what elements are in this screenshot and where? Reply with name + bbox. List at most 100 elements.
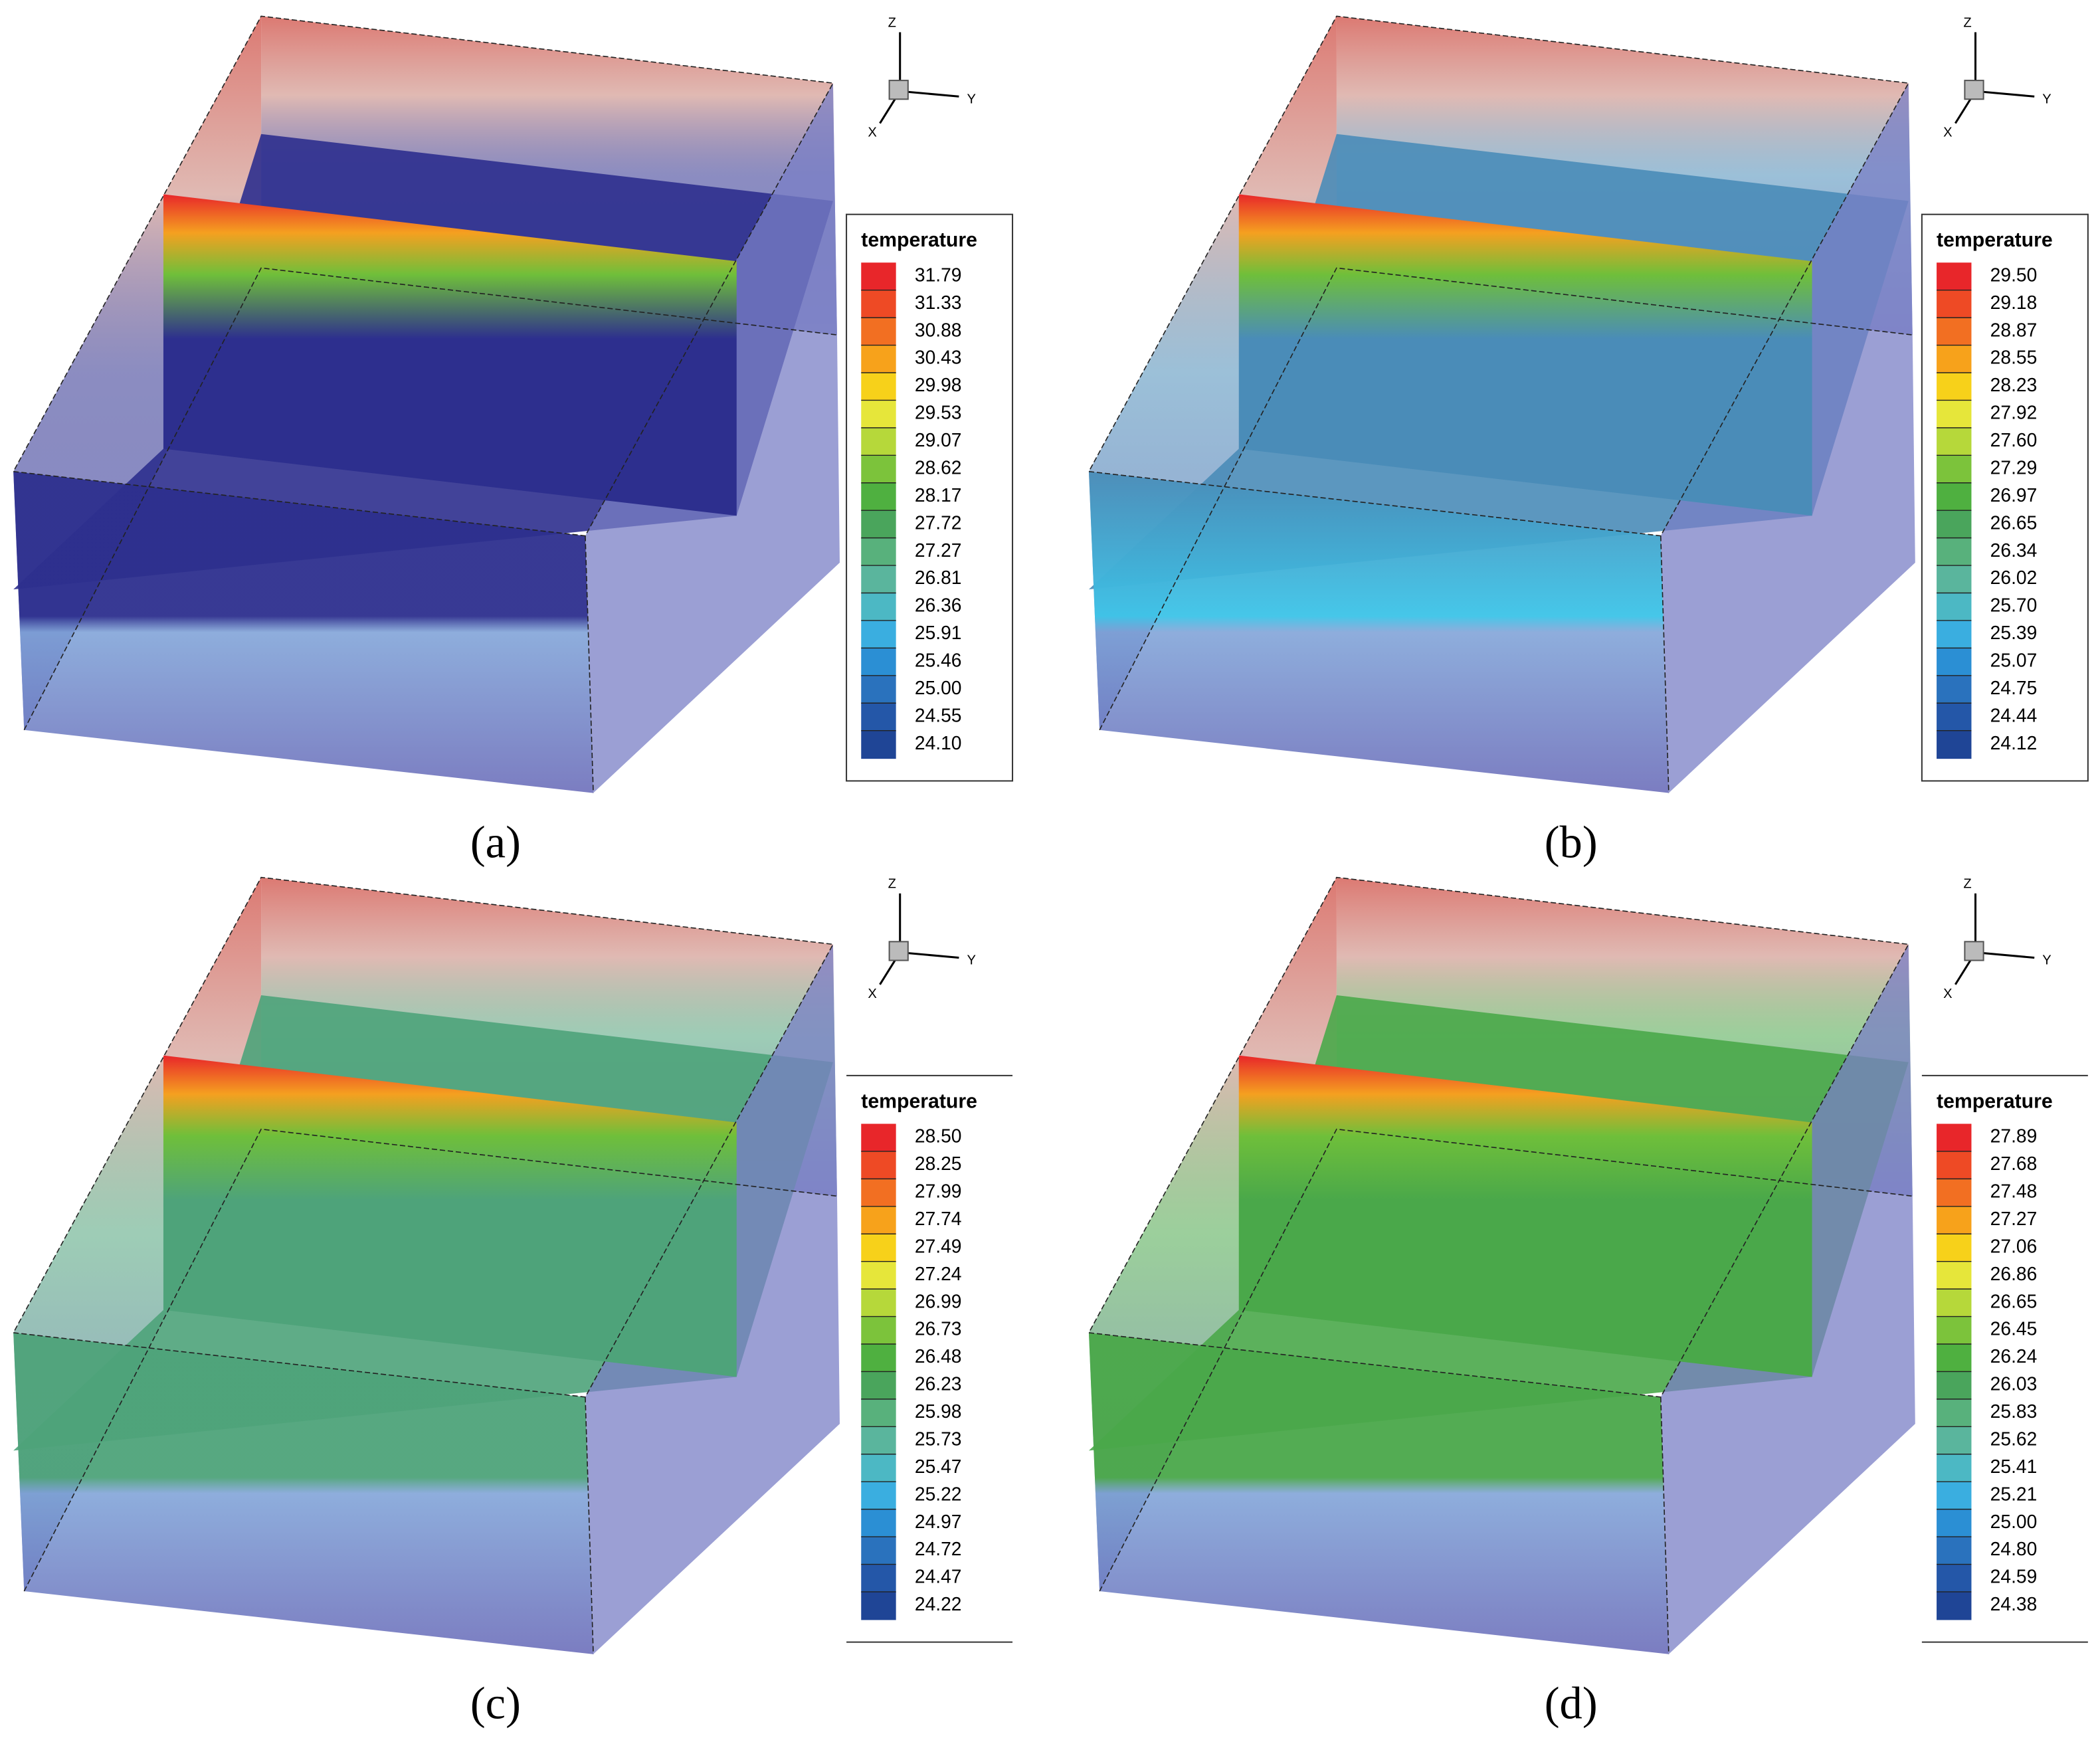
axis-label: Z [888, 877, 896, 892]
legend-level: 25.22 [915, 1483, 962, 1504]
color-swatch [861, 1399, 896, 1428]
color-swatch [1937, 1537, 1972, 1565]
color-swatch [1937, 1371, 1972, 1400]
color-swatch [861, 565, 896, 594]
legend-level: 24.72 [915, 1538, 962, 1559]
axis-line [900, 951, 959, 959]
color-swatch [861, 1206, 896, 1235]
legend-level: 25.00 [1990, 1511, 2038, 1532]
axis-line [1975, 951, 2035, 959]
panel-label: (d) [1545, 1678, 1598, 1729]
color-swatch [861, 1316, 896, 1345]
legend-title: temperature [1937, 1090, 2053, 1112]
color-swatch [861, 1151, 896, 1180]
color-swatch [861, 482, 896, 512]
axis-cube [888, 80, 909, 100]
color-swatch [1937, 537, 1972, 567]
color-swatch [861, 262, 896, 291]
legend-level: 28.62 [915, 456, 962, 478]
color-swatch [861, 703, 896, 731]
legend-level: 24.10 [915, 732, 962, 753]
color-swatch [1937, 400, 1972, 429]
front-face [13, 471, 594, 793]
color-swatch [861, 318, 896, 346]
axis-label: Y [2042, 953, 2051, 968]
legend: temperature 31.79 31.33 30.88 30.43 29.98 29.5… [846, 213, 1014, 782]
legend-level: 25.62 [1990, 1428, 2038, 1449]
color-swatch [861, 373, 896, 401]
legend-level: 26.86 [1990, 1263, 2038, 1284]
color-swatch [861, 1564, 896, 1593]
legend-level: 27.74 [915, 1208, 962, 1229]
color-swatch [861, 1454, 896, 1483]
legend-level: 24.97 [915, 1511, 962, 1532]
legend-level: 27.68 [1990, 1153, 2038, 1174]
color-swatch [1937, 675, 1972, 704]
legend-level: 27.72 [915, 512, 962, 533]
legend-level: 26.97 [1990, 484, 2038, 506]
color-swatch [861, 675, 896, 704]
color-swatch [1937, 1509, 1972, 1538]
front-face [13, 1332, 594, 1654]
legend-level: 25.91 [915, 622, 962, 643]
color-swatch [1937, 730, 1972, 759]
legend-level: 30.88 [915, 319, 962, 340]
legend-level: 24.38 [1990, 1593, 2038, 1614]
legend-level: 24.55 [915, 704, 962, 726]
legend-level: 24.59 [1990, 1566, 2038, 1587]
legend-level: 25.46 [915, 650, 962, 671]
color-swatch [1937, 1316, 1972, 1345]
legend-level: 24.12 [1990, 732, 2038, 753]
color-swatch [1937, 565, 1972, 594]
slab [1238, 1055, 1812, 1377]
legend-level: 27.06 [1990, 1235, 2038, 1256]
color-swatch [1937, 427, 1972, 456]
color-swatch [861, 1289, 896, 1317]
legend-level: 28.87 [1990, 319, 2038, 340]
axis-triad: Z Y X [1943, 15, 2052, 140]
axis-triad: Z Y X [868, 15, 976, 140]
color-swatch [861, 1123, 896, 1152]
color-swatch [1937, 1206, 1972, 1235]
legend-level: 25.83 [1990, 1401, 2038, 1422]
legend-level: 24.22 [915, 1593, 962, 1614]
legend-level: 26.03 [1990, 1373, 2038, 1395]
box-edge [23, 267, 838, 731]
legend-level: 24.47 [915, 1566, 962, 1587]
legend-level: 25.70 [1990, 595, 2038, 616]
legend-level: 27.92 [1990, 402, 2038, 423]
axis-label: Z [1963, 15, 1971, 30]
color-swatch [1937, 1426, 1972, 1455]
color-swatch [861, 730, 896, 759]
legend-level: 28.50 [915, 1125, 962, 1147]
legend: temperature 28.50 28.25 27.99 27.74 27.49 27.2… [846, 1074, 1013, 1643]
color-swatch [1937, 1482, 1972, 1510]
box-edge [585, 1397, 594, 1654]
box-edge [1099, 267, 1913, 731]
legend-title: temperature [861, 229, 977, 251]
axis-label: X [868, 987, 877, 1001]
legend-level: 24.80 [1990, 1538, 2038, 1559]
legend-title: temperature [861, 1090, 977, 1112]
color-swatch [861, 648, 896, 676]
color-swatch [1937, 1123, 1972, 1152]
legend-level: 26.45 [1990, 1318, 2038, 1339]
slab [163, 1055, 737, 1377]
color-swatch [1937, 1564, 1972, 1593]
box-edge [1660, 535, 1670, 793]
color-swatch [1937, 510, 1972, 539]
front-face [1088, 471, 1669, 793]
axis-triad: Z Y X [868, 877, 976, 1001]
color-swatch [1937, 373, 1972, 401]
panel-label: (c) [470, 1678, 521, 1729]
axis-label: X [1943, 987, 1953, 1001]
axis-line [900, 90, 959, 98]
color-swatch [861, 620, 896, 649]
legend-level: 27.27 [915, 539, 962, 561]
axis-label: Z [888, 15, 896, 30]
legend-level: 27.24 [915, 1263, 962, 1284]
legend-level: 26.24 [1990, 1345, 2038, 1367]
